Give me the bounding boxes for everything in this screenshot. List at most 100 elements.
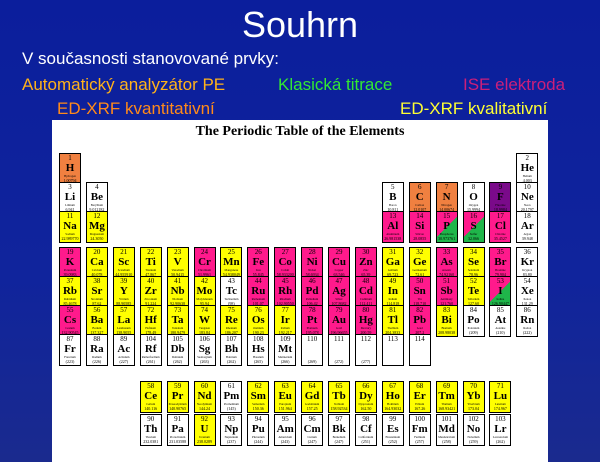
element-cell: 41 Nb Niobium 92.90638: [166, 276, 189, 308]
element-cell: 6 C Carbon 12.0107: [408, 182, 431, 214]
atomic-weight: 102.90550: [276, 301, 294, 306]
atomic-weight: (222): [522, 330, 532, 335]
atomic-weight: 238.0289: [197, 439, 212, 444]
atomic-weight: 168.93421: [438, 406, 456, 411]
element-symbol: Db: [170, 343, 185, 355]
element-symbol: Ta: [171, 314, 184, 326]
element-name: Uranium: [199, 435, 210, 439]
atomic-number: 87: [66, 335, 74, 343]
element-symbol: Th: [143, 423, 158, 435]
atomic-number: 100: [414, 415, 425, 423]
element-name: Lead: [416, 326, 423, 330]
element-name: Arsenic: [441, 268, 452, 272]
atomic-weight: 91.224: [145, 301, 157, 306]
element-symbol: Bi: [441, 314, 452, 326]
element-cell: 81 Tl Thallium 204.3833: [381, 305, 404, 337]
atomic-weight: 106.42: [306, 301, 318, 306]
element-name: Lithium: [65, 203, 75, 207]
element-symbol: Tc: [225, 285, 237, 297]
element-name: Molybdenum: [196, 297, 213, 301]
atomic-number: 6: [417, 183, 422, 191]
element-name: Tin: [417, 297, 422, 301]
atomic-number: 96: [308, 415, 316, 423]
element-name: Mercury: [360, 326, 372, 330]
element-cell: 31 Ga Gallium 69.723: [381, 247, 404, 279]
atomic-number: 49: [389, 277, 397, 285]
atomic-number: 21: [120, 248, 128, 256]
atomic-number: 63: [281, 382, 289, 390]
atomic-number: 72: [147, 306, 155, 314]
atomic-number: 41: [174, 277, 182, 285]
element-name: Seaborgium: [197, 355, 212, 359]
atomic-weight: (262): [496, 439, 505, 444]
element-name: Boron: [389, 203, 397, 207]
element-symbol: Ar: [520, 220, 534, 232]
element-cell: 83 Bi Bismuth 208.98038: [435, 305, 458, 337]
atomic-weight: (98): [228, 301, 235, 306]
element-name: Curium: [307, 435, 317, 439]
element-name: Rubidium: [63, 297, 76, 301]
atomic-number: 30: [362, 248, 370, 256]
atomic-number: 81: [389, 306, 397, 314]
element-name: Promethium: [223, 402, 239, 406]
element-symbol: V: [173, 256, 182, 268]
element-name: Zirconium: [144, 297, 158, 301]
element-name: Cobalt: [281, 268, 290, 272]
element-cell: 44 Ru Ruthenium 101.07: [247, 276, 270, 308]
element-symbol: Po: [467, 314, 480, 326]
element-cell: 57 La Lanthanum 138.9055: [112, 305, 135, 337]
element-symbol: O: [469, 191, 478, 203]
element-name: Bromine: [495, 268, 506, 272]
element-cell: 48 Cd Cadmium 112.411: [354, 276, 377, 308]
element-symbol: Hf: [144, 314, 157, 326]
atomic-weight: 39.0983: [63, 272, 77, 277]
element-name: Oxygen: [468, 203, 479, 207]
atomic-number: 66: [362, 382, 370, 390]
atomic-weight: (247): [334, 439, 344, 444]
atomic-number: 99: [389, 415, 397, 423]
element-name: Helium: [522, 174, 532, 178]
element-symbol: Es: [386, 423, 399, 435]
atomic-number: 53: [496, 277, 504, 285]
element-name: Thorium: [145, 435, 156, 439]
atomic-number: 88: [93, 335, 101, 343]
element-name: Argon: [523, 232, 532, 236]
element-symbol: Tm: [438, 390, 455, 402]
element-cell: 68 Er Erbium 167.26: [408, 381, 431, 413]
atomic-number: 18: [523, 212, 531, 220]
element-name: Beryllium: [90, 203, 103, 207]
element-symbol: Ba: [90, 314, 104, 326]
atomic-weight: 79.904: [494, 272, 506, 277]
element-cell: 35 Br Bromine 79.904: [489, 247, 512, 279]
element-name: Antimony: [440, 297, 453, 301]
element-cell: 67 Ho Holmium 164.93032: [381, 381, 404, 413]
element-symbol: Ag: [332, 285, 346, 297]
element-name: Aluminum: [386, 232, 400, 236]
element-name: Bohrium: [226, 355, 237, 359]
element-cell: 104 Rf Rutherfordium (261): [139, 334, 162, 366]
element-symbol: He: [520, 162, 535, 174]
element-name: Fluorine: [495, 203, 506, 207]
element-cell: 72 Hf Hafnium 178.49: [139, 305, 162, 337]
element-cell: 43 Tc Technetium (98): [220, 276, 243, 308]
atomic-number: 114: [414, 335, 425, 343]
periodic-table-title: The Periodic Table of the Elements: [195, 124, 405, 139]
atomic-weight: 74.92160: [439, 272, 455, 277]
element-cell: 40 Zr Zirconium 91.224: [139, 276, 162, 308]
element-name: Gadolinium: [304, 402, 320, 406]
element-cell: 13 Al Aluminum 26.981538: [381, 211, 404, 243]
atomic-number: 23: [174, 248, 182, 256]
element-symbol: Eu: [278, 390, 292, 402]
element-name: Manganese: [224, 268, 239, 272]
element-symbol: P: [443, 220, 450, 232]
atomic-number: 60: [201, 382, 208, 390]
element-cell: 37 Rb Rubidium 85.4678: [59, 276, 81, 308]
element-symbol: Ce: [144, 390, 158, 402]
element-cell: 95 Am Americium (243): [274, 414, 297, 446]
atomic-number: 3: [68, 183, 72, 191]
element-symbol: S: [470, 220, 477, 232]
element-name: Cerium: [146, 402, 156, 406]
element-cell: 92 U Uranium 238.0289: [193, 414, 216, 446]
element-name: Holmium: [387, 402, 399, 406]
element-name: Niobium: [172, 297, 183, 301]
